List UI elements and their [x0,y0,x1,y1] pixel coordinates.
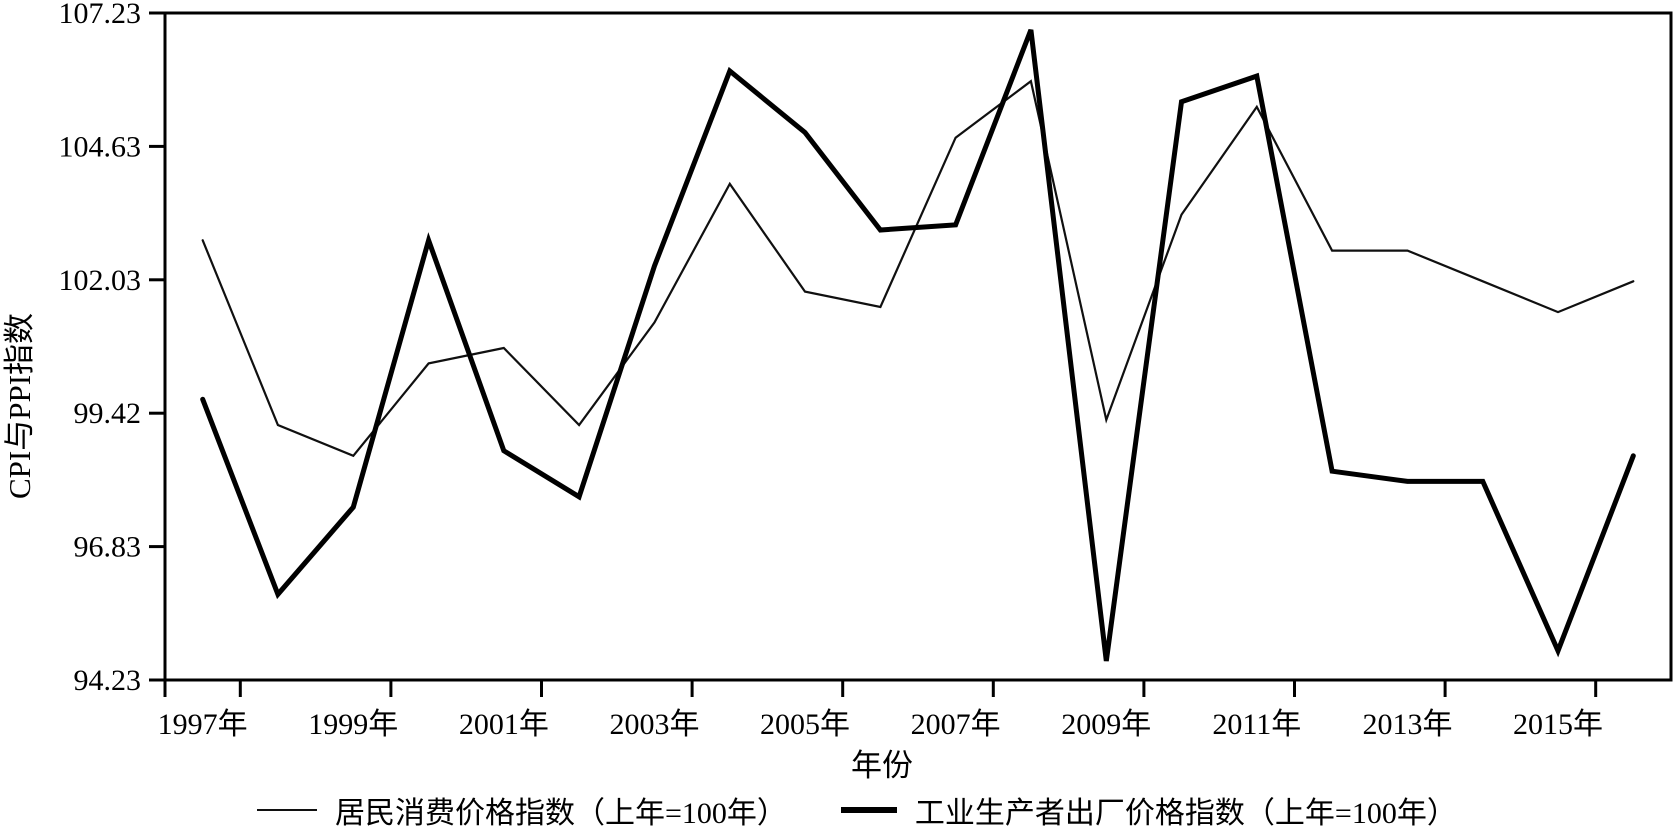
x-tick-label: 1997年 [158,708,248,741]
x-tick-label: 2001年 [459,708,549,741]
y-tick-label: 99.42 [74,397,142,430]
x-tick-label: 2015年 [1513,708,1603,741]
y-tick-label: 94.23 [74,664,142,697]
legend-label-cpi: 居民消费价格指数（上年=100年） [335,797,787,830]
x-tick-label: 2013年 [1362,708,1452,741]
chart-legend: 居民消费价格指数（上年=100年） 工业生产者出厂价格指数（上年=100年） [0,789,1678,831]
y-tick-label: 107.23 [59,0,142,30]
x-axis-title: 年份 [851,748,913,783]
legend-item-ppi: 工业生产者出厂价格指数（上年=100年） [840,788,1457,831]
x-tick-label: 1999年 [308,708,398,741]
cpi-ppi-line-chart: 94.23 96.83 99.42 102.03 104.63 107.23 1997年 19… [2,0,1673,783]
y-tick-label: 102.03 [59,264,142,297]
ppi-line [200,28,1636,662]
cpi-line-swatch-icon [257,809,317,811]
x-tick-label: 2003年 [609,708,699,741]
legend-label-ppi: 工业生产者出厂价格指数（上年=100年） [914,797,1457,830]
x-tick-label: 2007年 [911,708,1001,741]
y-tick-label: 104.63 [59,130,142,163]
x-tick-label: 2005年 [760,708,850,741]
x-tick-label: 2011年 [1212,708,1301,741]
plot-frame [163,11,1673,682]
legend-item-cpi: 居民消费价格指数（上年=100年） [257,788,787,831]
cpi-line [201,79,1635,458]
y-axis-title: CPI与PPI指数 [2,313,37,499]
x-tick-label: 2009年 [1061,708,1151,741]
ppi-line-swatch-icon [840,807,897,813]
y-tick-label: 96.83 [74,531,142,564]
